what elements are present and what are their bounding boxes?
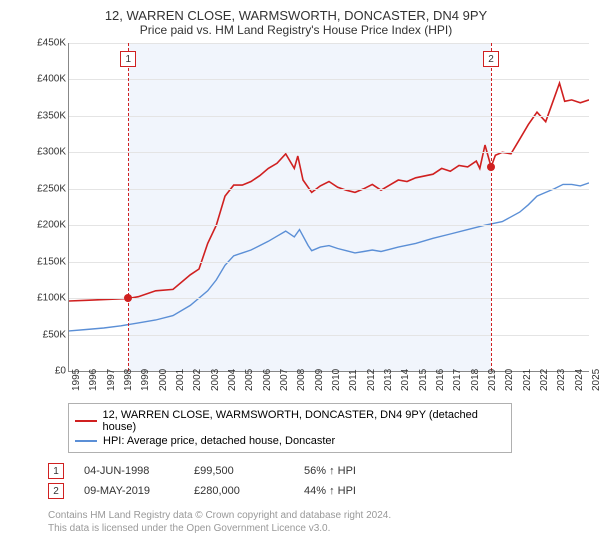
x-tick: 2015	[418, 369, 429, 391]
x-tick: 2003	[210, 369, 221, 391]
x-tick: 1996	[88, 369, 99, 391]
x-tick: 2021	[522, 369, 533, 391]
x-tick: 2018	[470, 369, 481, 391]
x-tick: 2012	[366, 369, 377, 391]
y-tick: £400K	[30, 74, 66, 85]
x-tick: 2023	[556, 369, 567, 391]
x-tick: 2019	[487, 369, 498, 391]
x-tick: 2024	[574, 369, 585, 391]
x-tick: 2020	[504, 369, 515, 391]
x-tick: 2013	[383, 369, 394, 391]
tx-2-date: 09-MAY-2019	[84, 485, 174, 497]
y-tick: £200K	[30, 220, 66, 231]
y-tick: £100K	[30, 293, 66, 304]
x-tick: 2000	[158, 369, 169, 391]
x-tick: 2010	[331, 369, 342, 391]
transactions-legend: 1 04-JUN-1998 £99,500 56% ↑ HPI 2 09-MAY…	[48, 461, 584, 501]
x-tick: 2007	[279, 369, 290, 391]
marker-1-icon: 1	[48, 463, 64, 479]
x-tick: 2001	[175, 369, 186, 391]
marker-1-flag: 1	[120, 51, 136, 67]
tx-2-price: £280,000	[194, 485, 284, 497]
chart-title: 12, WARREN CLOSE, WARMSWORTH, DONCASTER,…	[8, 8, 584, 23]
y-tick: £150K	[30, 256, 66, 267]
x-tick: 2005	[244, 369, 255, 391]
tx-1-price: £99,500	[194, 465, 284, 477]
y-tick: £250K	[30, 183, 66, 194]
tx-1-rel: 56% ↑ HPI	[304, 465, 394, 477]
marker-2-flag: 2	[483, 51, 499, 67]
x-tick: 2011	[348, 369, 359, 391]
marker-1-dot	[124, 294, 132, 302]
x-tick: 2017	[452, 369, 463, 391]
x-tick: 2006	[262, 369, 273, 391]
chart-subtitle: Price paid vs. HM Land Registry's House …	[8, 23, 584, 37]
x-tick: 1995	[71, 369, 82, 391]
y-tick: £350K	[30, 110, 66, 121]
marker-2-icon: 2	[48, 483, 64, 499]
footer: Contains HM Land Registry data © Crown c…	[48, 509, 584, 535]
marker-2-dot	[487, 163, 495, 171]
series-hpi	[69, 183, 589, 331]
x-tick: 2004	[227, 369, 238, 391]
x-tick: 2009	[314, 369, 325, 391]
legend-series-2: HPI: Average price, detached house, Donc…	[103, 435, 335, 447]
x-tick: 2014	[400, 369, 411, 391]
x-tick: 2008	[296, 369, 307, 391]
x-tick: 2025	[591, 369, 600, 391]
chart: 12 £0£50K£100K£150K£200K£250K£300K£350K£…	[34, 43, 590, 393]
y-tick: £0	[30, 366, 66, 377]
y-tick: £50K	[30, 329, 66, 340]
legend-series-1: 12, WARREN CLOSE, WARMSWORTH, DONCASTER,…	[103, 409, 506, 433]
x-tick: 2002	[192, 369, 203, 391]
x-tick: 2022	[539, 369, 550, 391]
y-tick: £450K	[30, 38, 66, 49]
series-legend: 12, WARREN CLOSE, WARMSWORTH, DONCASTER,…	[68, 403, 512, 453]
tx-2-rel: 44% ↑ HPI	[304, 485, 394, 497]
x-tick: 1997	[106, 369, 117, 391]
x-tick: 1999	[140, 369, 151, 391]
x-tick: 2016	[435, 369, 446, 391]
tx-1-date: 04-JUN-1998	[84, 465, 174, 477]
x-tick: 1998	[123, 369, 134, 391]
y-tick: £300K	[30, 147, 66, 158]
